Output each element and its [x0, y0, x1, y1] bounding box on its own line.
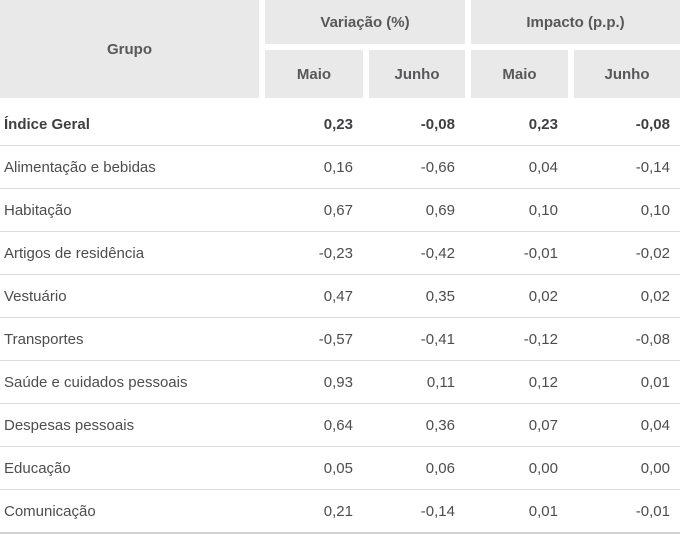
variation-junho-value: -0,42 [420, 244, 455, 262]
variation-maio-value: -0,57 [318, 330, 353, 348]
impact-maio-value: 0,10 [528, 201, 558, 219]
table-row: Despesas pessoais 0,64 0,36 0,07 0,04 [0, 404, 680, 447]
table-row: Alimentação e bebidas 0,16 -0,66 0,04 -0… [0, 146, 680, 189]
impact-maio-value: 0,00 [528, 459, 558, 477]
table-row: Habitação 0,67 0,69 0,10 0,10 [0, 189, 680, 232]
variation-junho-value: -0,14 [420, 502, 455, 520]
row-label: Índice Geral [4, 115, 90, 133]
variation-maio-value: 0,16 [323, 158, 353, 176]
table-row: Saúde e cuidados pessoais 0,93 0,11 0,12… [0, 361, 680, 404]
impact-junho-value: 0,04 [640, 416, 670, 434]
impact-maio-value: 0,12 [528, 373, 558, 391]
variation-maio-value: 0,05 [323, 459, 353, 477]
table-row: Índice Geral 0,23 -0,08 0,23 -0,08 [0, 103, 680, 146]
table-row: Transportes -0,57 -0,41 -0,12 -0,08 [0, 318, 680, 361]
variation-maio-value: 0,67 [323, 201, 353, 219]
impact-maio-value: 0,23 [528, 115, 558, 133]
variation-column-group-header: Variação (%) [265, 0, 465, 44]
impact-junho-value: 0,10 [640, 201, 670, 219]
impact-maio-value: -0,12 [523, 330, 558, 348]
impact-maio-value: 0,01 [528, 502, 558, 520]
variation-maio-value: 0,23 [323, 115, 353, 133]
variation-junho-value: 0,06 [425, 459, 455, 477]
table-row: Vestuário 0,47 0,35 0,02 0,02 [0, 275, 680, 318]
variation-maio-value: 0,21 [323, 502, 353, 520]
table-row: Artigos de residência -0,23 -0,42 -0,01 … [0, 232, 680, 275]
row-label: Artigos de residência [4, 244, 145, 262]
impact-junho-value: 0,00 [640, 459, 670, 477]
impact-maio-value: 0,02 [528, 287, 558, 305]
impact-junho-value: 0,01 [640, 373, 670, 391]
row-label: Alimentação e bebidas [4, 158, 156, 176]
group-column-header: Grupo [0, 0, 259, 98]
variation-junho-value: -0,41 [420, 330, 455, 348]
impact-maio-value: 0,07 [528, 416, 558, 434]
impact-junho-value: -0,02 [635, 244, 670, 262]
table-row: Comunicação 0,21 -0,14 0,01 -0,01 [0, 490, 680, 534]
table-row: Educação 0,05 0,06 0,00 0,00 [0, 447, 680, 490]
row-label: Educação [4, 459, 71, 477]
impact-junho-value: -0,14 [635, 158, 670, 176]
impact-junho-value: 0,02 [640, 287, 670, 305]
variation-maio-value: 0,93 [323, 373, 353, 391]
row-label: Despesas pessoais [4, 416, 135, 434]
row-label: Vestuário [4, 287, 67, 305]
row-label: Comunicação [4, 502, 96, 520]
impact-junho-value: -0,08 [635, 115, 670, 133]
variation-junho-value: 0,69 [425, 201, 455, 219]
variation-maio-subheader: Maio [265, 50, 363, 98]
impact-maio-value: -0,01 [523, 244, 558, 262]
variation-junho-value: -0,66 [420, 158, 455, 176]
variation-junho-subheader: Junho [369, 50, 465, 98]
variation-maio-value: 0,47 [323, 287, 353, 305]
row-label: Transportes [4, 330, 84, 348]
row-label: Saúde e cuidados pessoais [4, 373, 188, 391]
impact-maio-value: 0,04 [528, 158, 558, 176]
impact-junho-value: -0,08 [635, 330, 670, 348]
impact-junho-value: -0,01 [635, 502, 670, 520]
variation-junho-value: 0,11 [426, 373, 455, 391]
variation-maio-value: -0,23 [318, 244, 353, 262]
impact-maio-subheader: Maio [471, 50, 568, 98]
variation-junho-value: 0,35 [425, 287, 455, 305]
impact-junho-subheader: Junho [574, 50, 680, 98]
impact-column-group-header: Impacto (p.p.) [471, 0, 680, 44]
row-label: Habitação [4, 201, 72, 219]
variation-junho-value: 0,36 [425, 416, 455, 434]
table-body: Índice Geral 0,23 -0,08 0,23 -0,08 Alime… [0, 103, 680, 534]
variation-maio-value: 0,64 [323, 416, 353, 434]
variation-junho-value: -0,08 [420, 115, 455, 133]
table-header: Grupo Variação (%) Impacto (p.p.) Maio J… [0, 0, 680, 98]
